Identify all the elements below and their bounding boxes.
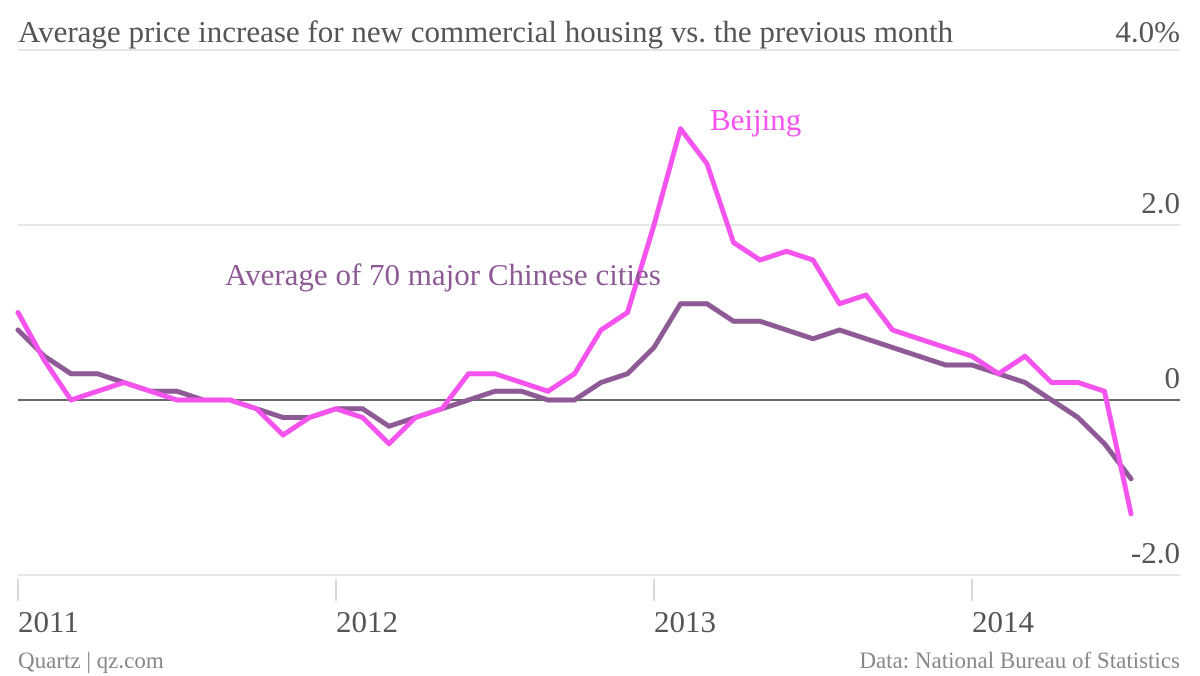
y-tick-label: 2.0 [1141,185,1180,220]
y-tick-label: 4.0% [1115,14,1180,49]
chart-title: Average price increase for new commercia… [18,14,954,49]
series-label: Beijing [710,102,801,137]
x-tick-label: 2013 [654,604,716,639]
x-tick-label: 2012 [336,604,398,639]
credit: Quartz | qz.com [18,648,164,673]
y-tick-label: 0 [1165,360,1181,395]
series-line [15,126,1134,517]
series-label: Average of 70 major Chinese cities [225,257,661,292]
x-tick-label: 2011 [18,604,79,639]
y-tick-label: -2.0 [1131,535,1180,570]
x-tick-label: 2014 [972,604,1035,639]
source: Data: National Bureau of Statistics [859,648,1180,673]
series-line [15,301,1134,482]
